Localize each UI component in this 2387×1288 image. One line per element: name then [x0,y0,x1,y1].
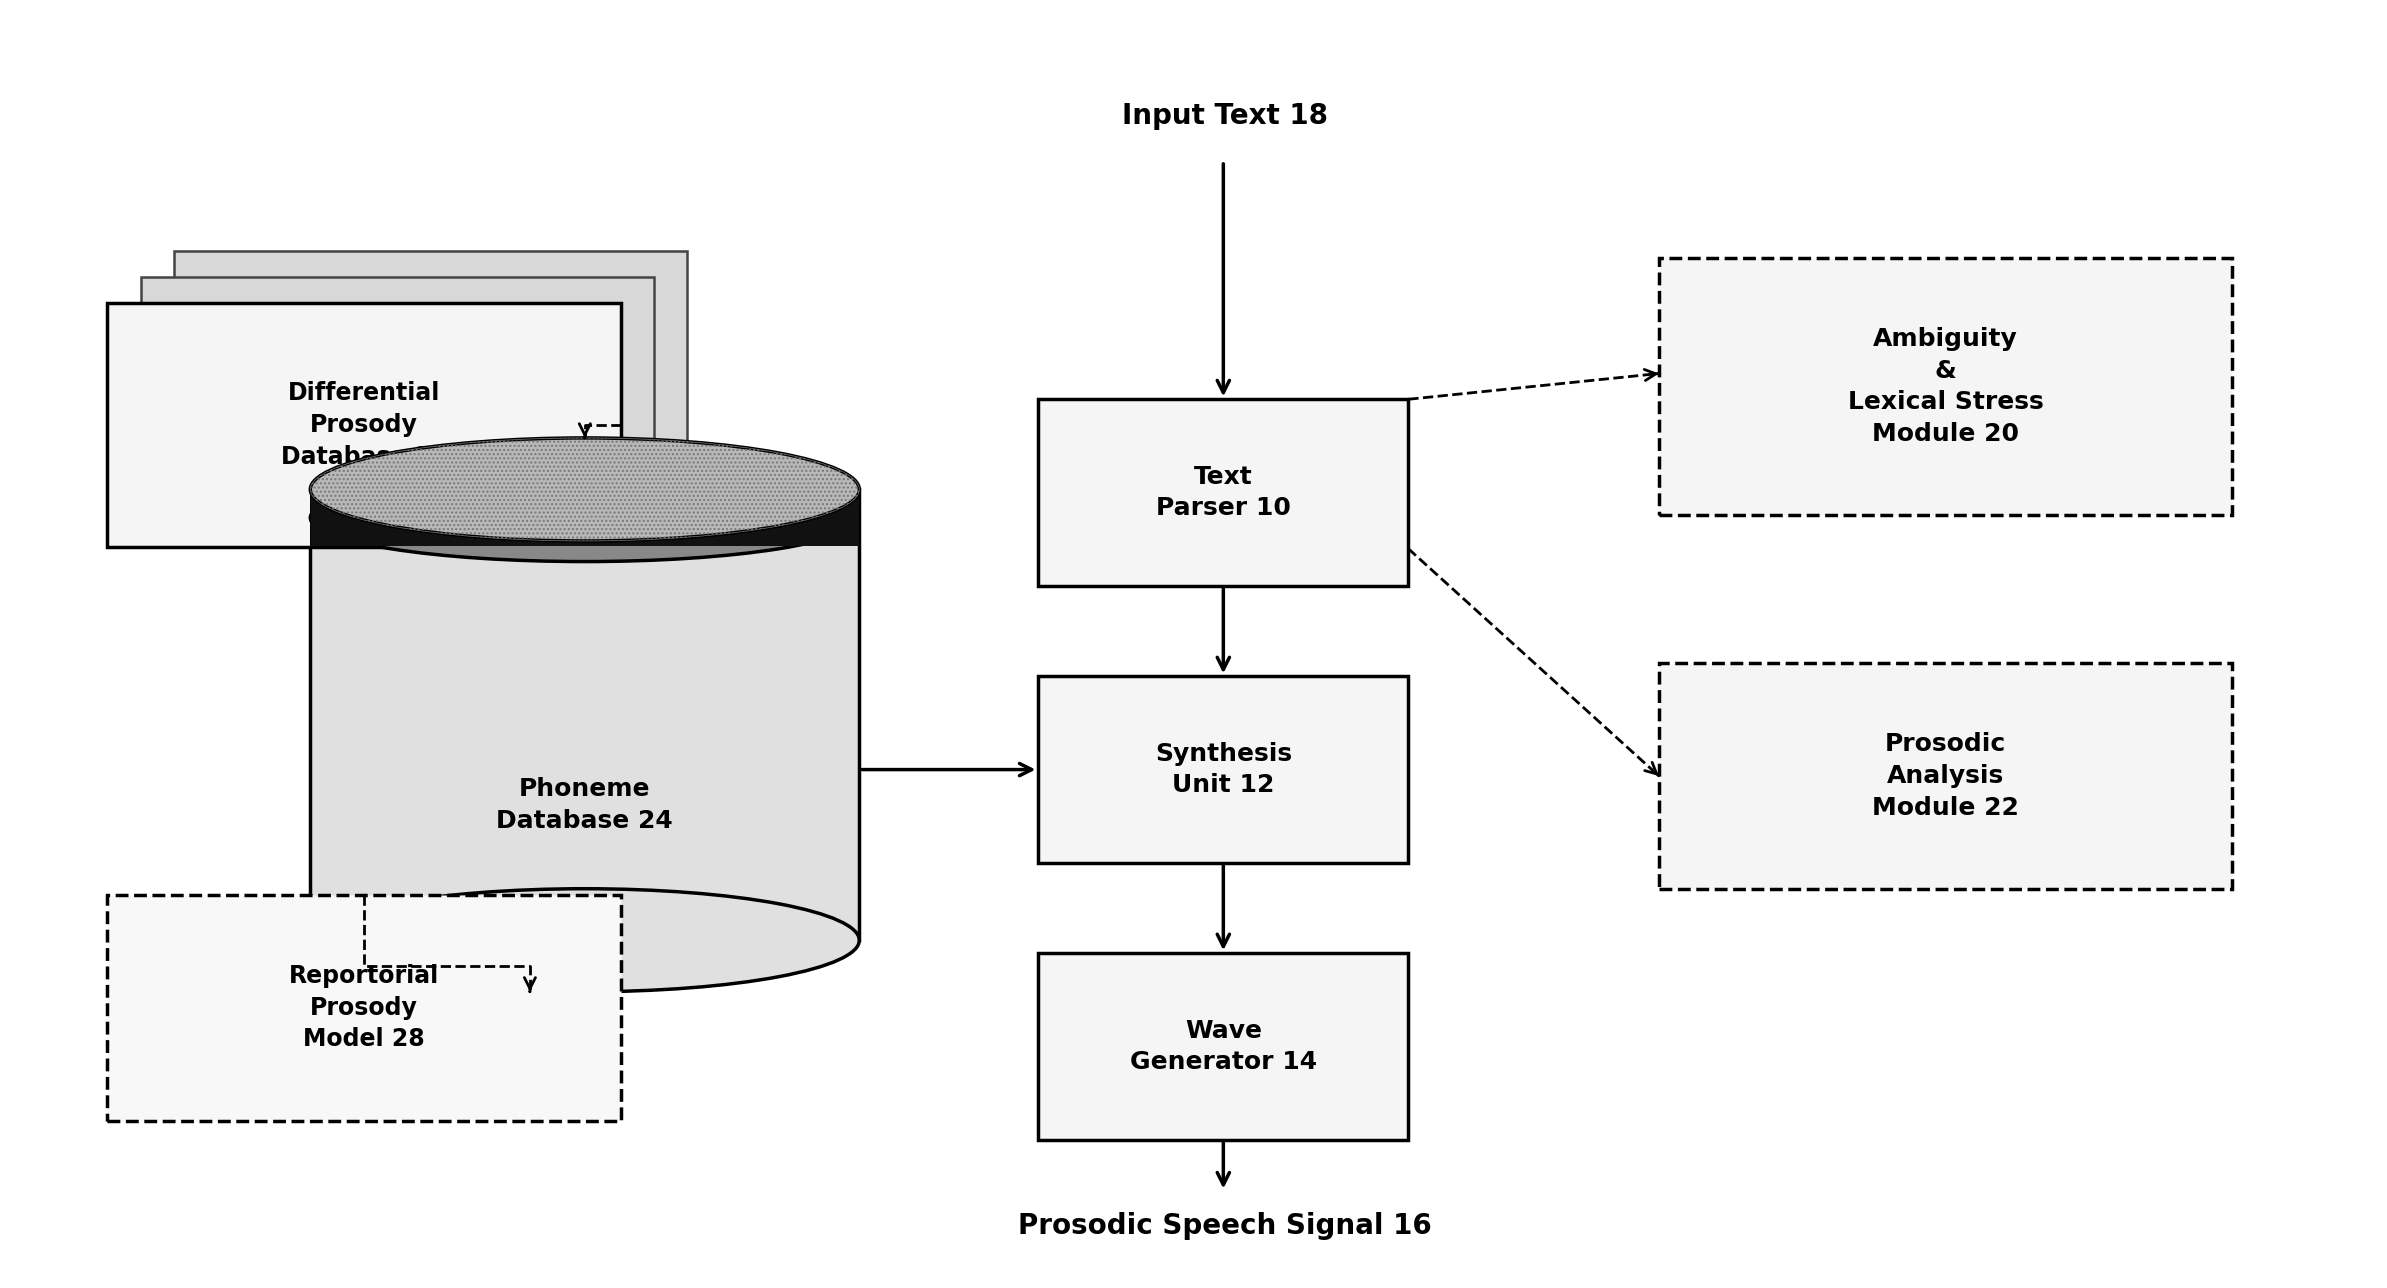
Text: Input Text 18: Input Text 18 [1122,102,1327,130]
Text: Wave
Generator 14: Wave Generator 14 [1129,1019,1318,1074]
FancyBboxPatch shape [1038,953,1408,1140]
Ellipse shape [310,474,859,562]
FancyBboxPatch shape [107,895,621,1121]
FancyBboxPatch shape [174,251,687,496]
Ellipse shape [310,889,859,992]
FancyBboxPatch shape [1038,399,1408,586]
Text: Text
Parser 10: Text Parser 10 [1155,465,1291,520]
FancyBboxPatch shape [1038,676,1408,863]
FancyBboxPatch shape [1659,258,2232,515]
Text: Reportorial
Prosody
Model 28: Reportorial Prosody Model 28 [289,965,439,1051]
FancyBboxPatch shape [1659,663,2232,889]
Bar [310,489,859,940]
Text: Prosodic Speech Signal 16: Prosodic Speech Signal 16 [1017,1212,1432,1240]
Bar [310,489,859,546]
FancyBboxPatch shape [141,277,654,522]
Text: Differential
Prosody
Database 26: Differential Prosody Database 26 [282,381,446,469]
FancyBboxPatch shape [107,303,621,547]
Ellipse shape [310,438,859,541]
Text: Prosodic
Analysis
Module 22: Prosodic Analysis Module 22 [1871,733,2019,819]
Text: Synthesis
Unit 12: Synthesis Unit 12 [1155,742,1291,797]
Text: Ambiguity
&
Lexical Stress
Module 20: Ambiguity & Lexical Stress Module 20 [1848,327,2043,446]
Text: Phoneme
Database 24: Phoneme Database 24 [496,777,673,833]
